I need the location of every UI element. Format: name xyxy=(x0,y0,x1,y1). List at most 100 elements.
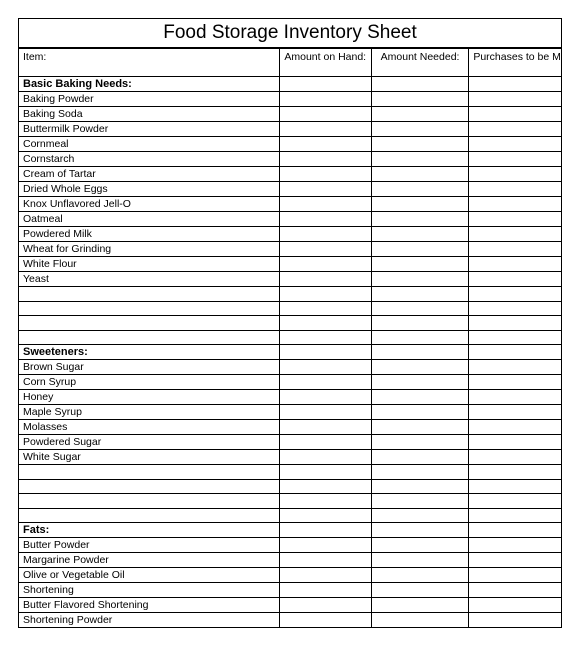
item-cell: Corn Syrup xyxy=(19,375,279,390)
table-row xyxy=(19,316,561,331)
table-row: Cornmeal xyxy=(19,137,561,152)
value-cell xyxy=(469,479,561,494)
value-cell xyxy=(469,598,561,613)
value-cell xyxy=(371,523,469,538)
table-row xyxy=(19,494,561,509)
table-row: Cornstarch xyxy=(19,152,561,167)
item-cell: Molasses xyxy=(19,420,279,435)
value-cell xyxy=(371,257,469,272)
value-cell xyxy=(371,390,469,405)
value-cell xyxy=(469,301,561,316)
item-cell xyxy=(19,465,279,480)
value-cell xyxy=(279,508,371,523)
value-cell xyxy=(371,77,469,92)
table-row: Corn Syrup xyxy=(19,375,561,390)
value-cell xyxy=(469,523,561,538)
value-cell xyxy=(469,182,561,197)
table-row xyxy=(19,479,561,494)
value-cell xyxy=(371,583,469,598)
value-cell xyxy=(279,494,371,509)
header-row: Item: Amount on Hand: Amount Needed: Pur… xyxy=(19,49,561,77)
table-row: Shortening xyxy=(19,583,561,598)
value-cell xyxy=(279,167,371,182)
value-cell xyxy=(279,390,371,405)
table-row: Olive or Vegetable Oil xyxy=(19,568,561,583)
value-cell xyxy=(371,182,469,197)
col-header-purchases: Purchases to be Made: xyxy=(469,49,561,77)
value-cell xyxy=(371,375,469,390)
value-cell xyxy=(371,301,469,316)
item-cell xyxy=(19,508,279,523)
value-cell xyxy=(279,77,371,92)
value-cell xyxy=(469,494,561,509)
table-row: Buttermilk Powder xyxy=(19,122,561,137)
item-cell xyxy=(19,316,279,331)
value-cell xyxy=(279,420,371,435)
value-cell xyxy=(279,360,371,375)
value-cell xyxy=(469,197,561,212)
table-row xyxy=(19,330,561,345)
item-cell: White Flour xyxy=(19,257,279,272)
value-cell xyxy=(469,508,561,523)
value-cell xyxy=(469,583,561,598)
inventory-table: Item: Amount on Hand: Amount Needed: Pur… xyxy=(19,48,561,627)
value-cell xyxy=(279,435,371,450)
value-cell xyxy=(371,420,469,435)
inventory-sheet: Food Storage Inventory Sheet Item: Amoun… xyxy=(18,18,562,628)
value-cell xyxy=(371,450,469,465)
table-row: Butter Powder xyxy=(19,538,561,553)
value-cell xyxy=(371,272,469,287)
value-cell xyxy=(469,375,561,390)
table-row: Baking Powder xyxy=(19,92,561,107)
value-cell xyxy=(469,137,561,152)
value-cell xyxy=(469,613,561,628)
value-cell xyxy=(371,287,469,302)
table-row xyxy=(19,301,561,316)
table-row: Powdered Milk xyxy=(19,227,561,242)
item-cell xyxy=(19,494,279,509)
value-cell xyxy=(469,257,561,272)
item-cell: Knox Unflavored Jell-O xyxy=(19,197,279,212)
item-cell: Powdered Milk xyxy=(19,227,279,242)
item-cell: Cream of Tartar xyxy=(19,167,279,182)
value-cell xyxy=(469,167,561,182)
table-row: Maple Syrup xyxy=(19,405,561,420)
item-cell: Wheat for Grinding xyxy=(19,242,279,257)
table-row: Powdered Sugar xyxy=(19,435,561,450)
item-cell: Powdered Sugar xyxy=(19,435,279,450)
value-cell xyxy=(279,450,371,465)
value-cell xyxy=(279,257,371,272)
section-header-cell: Basic Baking Needs: xyxy=(19,77,279,92)
value-cell xyxy=(279,122,371,137)
value-cell xyxy=(279,553,371,568)
value-cell xyxy=(279,375,371,390)
value-cell xyxy=(469,390,561,405)
col-header-item: Item: xyxy=(19,49,279,77)
value-cell xyxy=(279,345,371,360)
table-row: Wheat for Grinding xyxy=(19,242,561,257)
table-body: Basic Baking Needs:Baking PowderBaking S… xyxy=(19,77,561,628)
sheet-title: Food Storage Inventory Sheet xyxy=(19,19,561,48)
value-cell xyxy=(279,568,371,583)
value-cell xyxy=(279,137,371,152)
item-cell: Margarine Powder xyxy=(19,553,279,568)
value-cell xyxy=(469,212,561,227)
item-cell: Maple Syrup xyxy=(19,405,279,420)
value-cell xyxy=(371,538,469,553)
value-cell xyxy=(279,479,371,494)
value-cell xyxy=(469,435,561,450)
value-cell xyxy=(469,450,561,465)
item-cell: Baking Powder xyxy=(19,92,279,107)
value-cell xyxy=(279,152,371,167)
value-cell xyxy=(371,197,469,212)
value-cell xyxy=(469,227,561,242)
value-cell xyxy=(469,152,561,167)
value-cell xyxy=(371,212,469,227)
table-row: Oatmeal xyxy=(19,212,561,227)
value-cell xyxy=(469,107,561,122)
table-row: Butter Flavored Shortening xyxy=(19,598,561,613)
table-row: White Flour xyxy=(19,257,561,272)
col-header-amount-on-hand: Amount on Hand: xyxy=(279,49,371,77)
table-row xyxy=(19,508,561,523)
section-header-row: Fats: xyxy=(19,523,561,538)
